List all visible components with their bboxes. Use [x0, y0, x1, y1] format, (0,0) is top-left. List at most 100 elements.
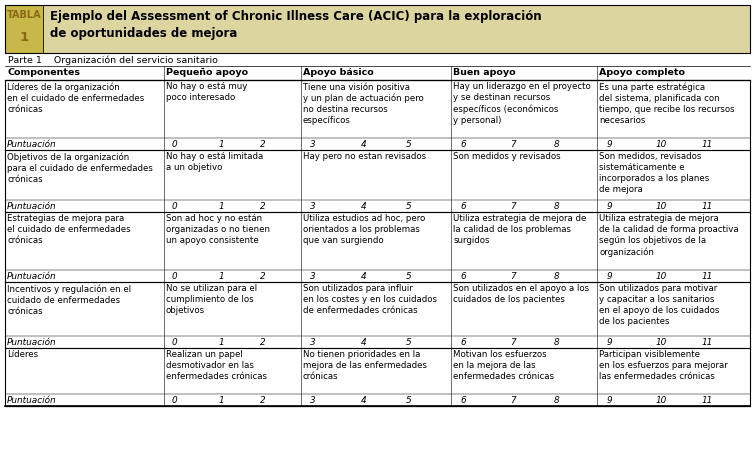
Text: 3: 3 [310, 338, 316, 347]
Bar [43, 5, 750, 53]
Text: 1: 1 [218, 338, 224, 347]
Text: Hay pero no estan revisados: Hay pero no estan revisados [303, 152, 426, 161]
Text: 3: 3 [310, 140, 316, 149]
Text: 8: 8 [553, 202, 559, 211]
Text: 2: 2 [260, 272, 265, 281]
Text: 6: 6 [460, 272, 466, 281]
Text: 10: 10 [656, 396, 667, 405]
Text: Estrategias de mejora para
el cuidado de enfermedades
crónicas: Estrategias de mejora para el cuidado de… [7, 214, 131, 245]
Text: No tienen prioridades en la
mejora de las enfermedades
crónicas: No tienen prioridades en la mejora de la… [303, 350, 427, 381]
Bar [5, 80, 750, 406]
Text: 5: 5 [406, 140, 412, 149]
Text: 1: 1 [218, 140, 224, 149]
Text: 11: 11 [701, 272, 713, 281]
Text: 2: 2 [260, 338, 265, 347]
Bar [5, 5, 43, 53]
Text: 0: 0 [172, 396, 177, 405]
Text: Utiliza estrategia de mejora de
la calidad de los problemas
surgidos: Utiliza estrategia de mejora de la calid… [453, 214, 587, 245]
Text: 2: 2 [260, 396, 265, 405]
Text: Utiliza estrategia de mejora
de la calidad de forma proactiva
según los objetivo: Utiliza estrategia de mejora de la calid… [599, 214, 739, 257]
Text: 6: 6 [460, 338, 466, 347]
Text: 0: 0 [172, 202, 177, 211]
Text: No se utilizan para el
cumplimiento de los
objetivos: No se utilizan para el cumplimiento de l… [165, 284, 257, 315]
Text: 10: 10 [656, 140, 667, 149]
Text: 9: 9 [607, 396, 612, 405]
Text: Componentes: Componentes [7, 68, 80, 77]
Text: Incentivos y regulación en el
cuidado de enfermedades
crónicas: Incentivos y regulación en el cuidado de… [7, 284, 131, 316]
Text: 3: 3 [310, 202, 316, 211]
Text: 7: 7 [510, 202, 516, 211]
Text: 1: 1 [218, 272, 224, 281]
Text: 9: 9 [607, 202, 612, 211]
Text: 4: 4 [361, 272, 367, 281]
Text: Objetivos de la organización
para el cuidado de enfermedades
crónicas: Objetivos de la organización para el cui… [7, 152, 153, 184]
Text: No hay o está limitada
a un objetivo: No hay o está limitada a un objetivo [165, 152, 263, 172]
Text: 9: 9 [607, 140, 612, 149]
Text: 2: 2 [260, 140, 265, 149]
Text: 1: 1 [218, 202, 224, 211]
Text: Tiene una visión positiva
y un plan de actuación pero
no destina recursos
especí: Tiene una visión positiva y un plan de a… [303, 82, 424, 126]
Text: 11: 11 [701, 338, 713, 347]
Text: 5: 5 [406, 272, 412, 281]
Text: Son utilizados para motivar
y capacitar a los sanitarios
en el apoyo de los cuid: Son utilizados para motivar y capacitar … [599, 284, 720, 326]
Text: Líderes: Líderes [7, 350, 38, 359]
Text: Apoyo básico: Apoyo básico [303, 68, 374, 77]
Text: Motivan los esfuerzos
en la mejora de las
enfermedades crónicas: Motivan los esfuerzos en la mejora de la… [453, 350, 554, 381]
Text: 2: 2 [260, 202, 265, 211]
Text: 7: 7 [510, 140, 516, 149]
Text: Son ad hoc y no están
organizadas o no tienen
un apoyo consistente: Son ad hoc y no están organizadas o no t… [165, 214, 270, 245]
Text: 5: 5 [406, 202, 412, 211]
Text: 8: 8 [553, 140, 559, 149]
Text: Líderes de la organización
en el cuidado de enfermedades
crónicas: Líderes de la organización en el cuidado… [7, 82, 144, 113]
Text: 9: 9 [607, 272, 612, 281]
Text: Pequeño apoyo: Pequeño apoyo [165, 68, 248, 77]
Text: 9: 9 [607, 338, 612, 347]
Text: 4: 4 [361, 396, 367, 405]
Text: 11: 11 [701, 140, 713, 149]
Text: Son medidos, revisados
sistemáticamente e
incorporados a los planes
de mejora: Son medidos, revisados sistemáticamente … [599, 152, 710, 194]
Text: Son utilizados en el apoyo a los
cuidados de los pacientes: Son utilizados en el apoyo a los cuidado… [453, 284, 590, 304]
Text: 5: 5 [406, 396, 412, 405]
Text: 6: 6 [460, 140, 466, 149]
Text: 3: 3 [310, 396, 316, 405]
Text: No hay o está muy
poco interesado: No hay o está muy poco interesado [165, 82, 247, 102]
Text: 10: 10 [656, 202, 667, 211]
Text: 3: 3 [310, 272, 316, 281]
Text: 4: 4 [361, 202, 367, 211]
Text: 5: 5 [406, 338, 412, 347]
Text: Es una parte estratégica
del sistema, planificada con
tiempo, que recibe los rec: Es una parte estratégica del sistema, pl… [599, 82, 735, 125]
Text: Utiliza estudios ad hoc, pero
orientados a los problemas
que van surgiendo: Utiliza estudios ad hoc, pero orientados… [303, 214, 425, 245]
Bar [5, 5, 750, 53]
Text: 4: 4 [361, 140, 367, 149]
Text: 6: 6 [460, 396, 466, 405]
Text: Ejemplo del Assessment of Chronic Illness Care (ACIC) para la exploración
de opo: Ejemplo del Assessment of Chronic Illnes… [50, 10, 541, 41]
Text: Participan visiblemente
en los esfuerzos para mejorar
las enfermedades crónicas: Participan visiblemente en los esfuerzos… [599, 350, 728, 381]
Text: 6: 6 [460, 202, 466, 211]
Text: Son medidos y revisados: Son medidos y revisados [453, 152, 561, 161]
Text: Apoyo completo: Apoyo completo [599, 68, 686, 77]
Text: Son utilizados para influir
en los costes y en los cuidados
de enfermedades crón: Son utilizados para influir en los coste… [303, 284, 436, 315]
Text: Puntuación: Puntuación [7, 140, 57, 149]
Text: 10: 10 [656, 338, 667, 347]
Text: 0: 0 [172, 140, 177, 149]
Text: 1: 1 [218, 396, 224, 405]
Text: Puntuación: Puntuación [7, 338, 57, 347]
Text: 7: 7 [510, 396, 516, 405]
Text: 8: 8 [553, 338, 559, 347]
Text: 4: 4 [361, 338, 367, 347]
Text: 1: 1 [20, 31, 29, 44]
Text: Hay un liderazgo en el proyecto
y se destinan recursos
específicos (económicos
y: Hay un liderazgo en el proyecto y se des… [453, 82, 591, 125]
Text: Puntuación: Puntuación [7, 396, 57, 405]
Text: TABLA: TABLA [7, 10, 42, 20]
Text: Parte 1    Organización del servicio sanitario: Parte 1 Organización del servicio sanita… [8, 56, 218, 65]
Text: Realizan un papel
desmotivador en las
enfermedades crónicas: Realizan un papel desmotivador en las en… [165, 350, 267, 381]
Text: 10: 10 [656, 272, 667, 281]
Text: 7: 7 [510, 338, 516, 347]
Text: 0: 0 [172, 272, 177, 281]
Text: 11: 11 [701, 202, 713, 211]
Text: 8: 8 [553, 272, 559, 281]
Text: 7: 7 [510, 272, 516, 281]
Text: Puntuación: Puntuación [7, 272, 57, 281]
Text: 11: 11 [701, 396, 713, 405]
Text: Puntuación: Puntuación [7, 202, 57, 211]
